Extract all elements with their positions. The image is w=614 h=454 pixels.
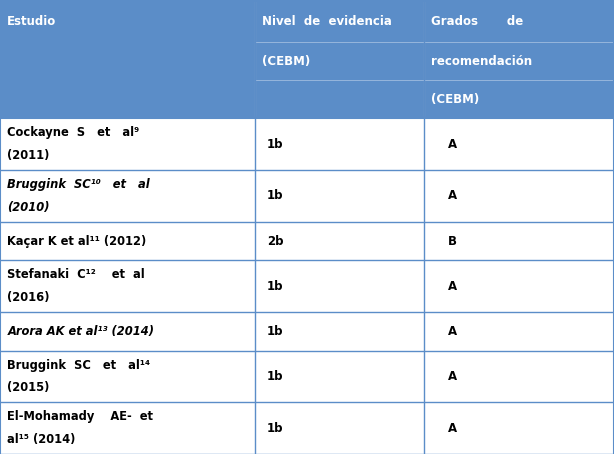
Text: 2b: 2b (267, 235, 284, 247)
Bar (0, 118, 614, 170)
Text: Cockayne  S   et   al⁹: Cockayne S et al⁹ (7, 126, 139, 139)
Text: Kaçar K et al¹¹ (2012): Kaçar K et al¹¹ (2012) (7, 235, 147, 247)
Text: Estudio: Estudio (7, 15, 56, 28)
Text: A: A (448, 189, 457, 202)
Text: 1b: 1b (267, 422, 284, 434)
Text: al¹⁵ (2014): al¹⁵ (2014) (7, 433, 76, 446)
Text: 1b: 1b (267, 370, 284, 383)
Bar (0, 351, 614, 402)
Text: Arora AK et al¹³ (2014): Arora AK et al¹³ (2014) (7, 325, 154, 338)
Text: Grados       de: Grados de (431, 15, 523, 28)
Text: (2010): (2010) (7, 201, 50, 214)
Text: A: A (448, 325, 457, 338)
Bar (0, 402, 614, 454)
Text: 1b: 1b (267, 325, 284, 338)
Text: 1b: 1b (267, 189, 284, 202)
Text: Stefanaki  C¹²    et  al: Stefanaki C¹² et al (7, 268, 145, 281)
Text: Nivel  de  evidencia: Nivel de evidencia (262, 15, 392, 28)
Text: Bruggink  SC¹⁰   et   al: Bruggink SC¹⁰ et al (7, 178, 150, 191)
Text: A: A (448, 280, 457, 293)
Text: (2015): (2015) (7, 381, 50, 395)
Text: A: A (448, 422, 457, 434)
Text: A: A (448, 138, 457, 151)
Text: (CEBM): (CEBM) (431, 93, 480, 106)
Text: (2016): (2016) (7, 291, 50, 304)
Text: 1b: 1b (267, 280, 284, 293)
Bar (0, 0, 614, 118)
Bar (0, 222, 614, 261)
Text: B: B (448, 235, 457, 247)
Text: El-Mohamady    AE-  et: El-Mohamady AE- et (7, 410, 154, 423)
Bar (0, 312, 614, 351)
Text: A: A (448, 370, 457, 383)
Bar (0, 261, 614, 312)
Text: (2011): (2011) (7, 149, 50, 162)
Bar (0, 170, 614, 222)
Text: (CEBM): (CEBM) (262, 55, 311, 68)
Text: 1b: 1b (267, 138, 284, 151)
Text: recomendación: recomendación (431, 55, 532, 68)
Text: Bruggink  SC   et   al¹⁴: Bruggink SC et al¹⁴ (7, 359, 150, 372)
